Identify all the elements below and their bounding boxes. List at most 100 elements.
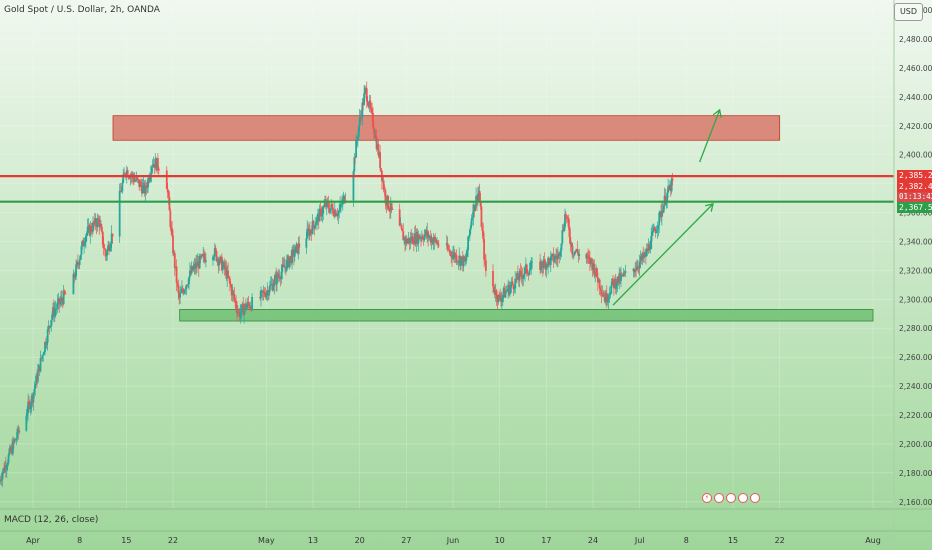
candle-body xyxy=(1,473,4,481)
candle-body xyxy=(198,255,201,269)
candle-body xyxy=(260,290,262,299)
candle-body xyxy=(476,194,479,203)
candle-body xyxy=(263,291,266,296)
macd-indicator-label[interactable]: MACD (12, 26, close) xyxy=(4,515,99,525)
earnings-icon[interactable] xyxy=(726,493,736,503)
candle-body xyxy=(213,247,216,257)
candle-body xyxy=(105,255,108,257)
currency-button[interactable]: USD xyxy=(894,3,923,21)
candle-body xyxy=(245,305,248,310)
price-tick-label: 2,460.000 xyxy=(899,64,932,73)
candle-body xyxy=(55,308,58,310)
earnings-icon[interactable] xyxy=(750,493,760,503)
candle-body xyxy=(98,218,101,227)
candle-body xyxy=(636,266,638,270)
candle-body xyxy=(157,168,160,171)
candle-body xyxy=(384,190,387,204)
candle-body xyxy=(188,277,190,285)
candle-body xyxy=(74,276,77,278)
candle-body xyxy=(102,244,105,249)
candle-body xyxy=(265,293,268,298)
candle-body xyxy=(543,259,546,262)
candle-body xyxy=(653,228,656,231)
candle-body xyxy=(192,267,195,271)
candle-body xyxy=(325,200,328,208)
candle-body xyxy=(212,256,215,258)
candle-body xyxy=(311,221,314,235)
candle-body xyxy=(484,259,486,261)
candle-body xyxy=(610,285,613,294)
candle-body xyxy=(85,232,88,236)
candle-body xyxy=(495,290,498,300)
candle-body xyxy=(671,178,674,181)
candle-body xyxy=(33,388,36,393)
candle-body xyxy=(343,195,346,203)
candle-body xyxy=(660,210,663,217)
candle-body xyxy=(373,133,376,139)
candle-body xyxy=(214,247,217,252)
candle-body xyxy=(132,177,135,182)
time-tick-label: Apr xyxy=(26,536,41,545)
candle-body xyxy=(563,227,566,231)
candle-body xyxy=(110,233,113,244)
candle-body xyxy=(620,274,622,281)
candle-body xyxy=(446,243,449,250)
candle-body xyxy=(576,249,579,253)
candle-body xyxy=(83,244,86,247)
candle-body xyxy=(169,210,172,228)
candle-body xyxy=(371,109,374,113)
candle-body xyxy=(375,136,378,149)
candle-body xyxy=(564,214,567,217)
time-tick-label: 24 xyxy=(588,536,598,545)
candle-body xyxy=(427,231,430,238)
candle-body xyxy=(466,250,469,257)
candle-body xyxy=(516,273,519,280)
candle-body xyxy=(388,207,390,211)
candle-body xyxy=(650,236,653,249)
candle-body xyxy=(291,249,294,264)
candle-body xyxy=(312,221,315,226)
candle-body xyxy=(609,293,612,296)
candle-body xyxy=(637,267,640,269)
candle-body xyxy=(382,180,385,190)
earnings-icon[interactable] xyxy=(714,493,724,503)
time-tick-label: 13 xyxy=(308,536,318,545)
candle-body xyxy=(0,479,2,481)
candle-body xyxy=(183,290,186,294)
candle-body xyxy=(97,218,100,219)
candle-body xyxy=(188,270,191,278)
time-axis: Apr 8 15 22 May 13 20 27 Jun 10 17 24 Jul 8 15 22 Aug xyxy=(26,536,881,545)
candle-body xyxy=(106,249,109,256)
candle-body xyxy=(43,352,46,355)
candle-body xyxy=(294,246,297,254)
candle-body xyxy=(145,185,148,189)
candle-body xyxy=(212,256,214,261)
candle-body xyxy=(25,415,28,431)
candle-body xyxy=(554,255,557,260)
price-tick-label: 2,420.000 xyxy=(899,122,932,131)
candle-body xyxy=(82,240,85,247)
candle-body xyxy=(100,223,102,228)
candle-body xyxy=(92,222,94,232)
price-tick-label: 2,480.000 xyxy=(899,35,932,44)
candle-body xyxy=(548,258,550,260)
candle-body xyxy=(380,167,382,171)
trend-line xyxy=(699,109,721,163)
candle-body xyxy=(90,226,93,231)
candle-body xyxy=(550,254,553,257)
candle-body xyxy=(108,247,111,251)
price-tick-label: 2,280.000 xyxy=(899,324,932,333)
candle-body xyxy=(141,185,144,194)
candle-body xyxy=(391,209,394,210)
candle-body xyxy=(638,261,641,268)
earnings-icon[interactable] xyxy=(738,493,748,503)
candle-body xyxy=(465,256,468,261)
candle-body xyxy=(278,276,281,279)
lightning-icon[interactable]: ⚡ xyxy=(702,493,712,503)
candle-body xyxy=(605,293,608,303)
candle-body xyxy=(356,139,358,141)
price-tick-label: 2,180.000 xyxy=(899,469,932,478)
candle-body xyxy=(594,274,597,276)
